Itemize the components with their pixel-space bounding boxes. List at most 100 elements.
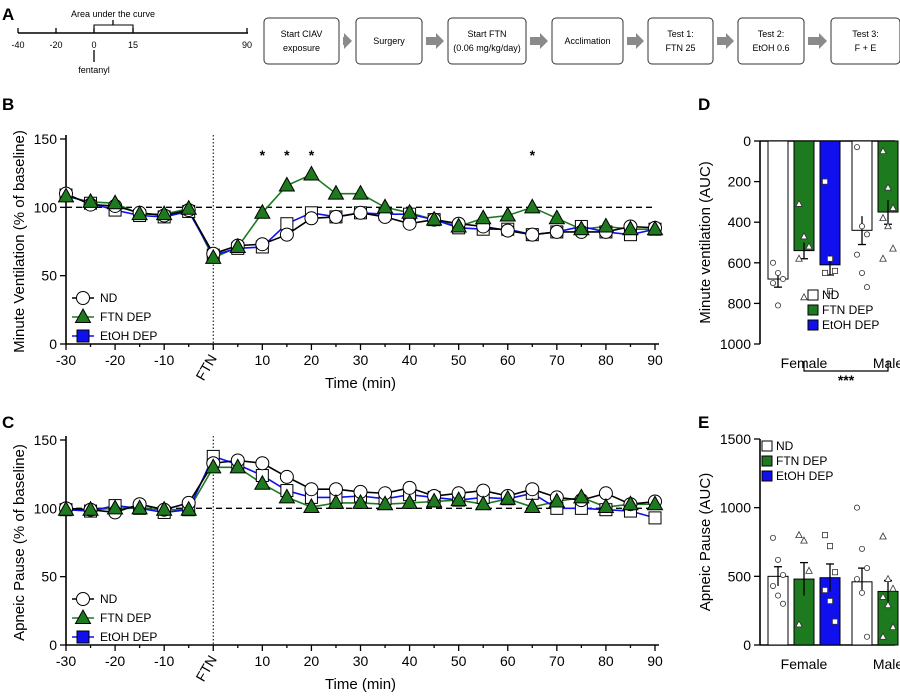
data-point	[780, 276, 787, 283]
protocol-step-label: FTN 25	[665, 43, 695, 53]
x-tick-label: -20	[105, 352, 125, 368]
data-point	[780, 571, 787, 578]
data-point	[822, 532, 829, 539]
data-point	[57, 500, 75, 516]
data-point	[402, 480, 417, 495]
auc-label: Area under the curve	[71, 9, 155, 19]
x-tick-label: -10	[154, 653, 174, 669]
significance-mark: ***	[838, 372, 855, 388]
x-tick-label: 60	[500, 653, 516, 669]
y-axis-label: Apneic Pause (% of baseline)	[11, 444, 28, 641]
data-point	[864, 284, 871, 291]
x-tick-label: 90	[647, 653, 663, 669]
y-tick-label: 500	[728, 568, 752, 584]
data-point	[303, 165, 320, 181]
y-tick-label: 1500	[720, 431, 751, 447]
legend-label: FTN DEP	[100, 611, 151, 625]
data-point	[884, 183, 892, 191]
data-point	[180, 199, 198, 215]
data-point	[253, 474, 271, 490]
timeline-tick-label: -20	[49, 40, 62, 50]
protocol-arrow	[627, 33, 644, 49]
protocol-arrow	[343, 33, 352, 49]
data-point	[598, 486, 613, 501]
data-point	[255, 456, 270, 471]
data-point	[76, 329, 90, 343]
x-tick-label: 50	[451, 352, 467, 368]
timeline-tick-label: -40	[11, 40, 24, 50]
protocol-step-box	[647, 17, 714, 65]
data-point	[82, 192, 99, 208]
chart-apneic-pause-auc: 0 500 1000 1500 Apneic Pause (AUC) Female Male…	[697, 431, 900, 672]
fentanyl-label: fentanyl	[78, 65, 110, 75]
x-axis-label: Time (min)	[325, 375, 396, 392]
data-point	[889, 584, 897, 592]
data-point	[525, 482, 540, 497]
panel-e-letter: E	[698, 413, 709, 432]
data-point	[549, 224, 564, 239]
y-axis-label: Minute Ventilation (% of baseline)	[11, 130, 28, 353]
data-point	[278, 488, 296, 504]
data-point	[204, 248, 222, 264]
data-point	[376, 495, 394, 511]
chart-minute-ventilation: 0 50 100 150 -30 -20 -10 FTN 10 20 30 40 50 60 70 80 90 T…	[11, 130, 664, 392]
data-point	[425, 210, 443, 226]
x-tick-label: 70	[549, 352, 565, 368]
data-point	[864, 565, 871, 572]
y-tick-label: 1000	[720, 500, 751, 516]
data-point	[597, 497, 615, 513]
data-point	[864, 633, 871, 640]
data-point	[859, 223, 866, 230]
data-point	[800, 292, 808, 301]
data-point	[770, 582, 777, 589]
data-point	[328, 209, 343, 224]
data-point	[401, 493, 418, 509]
x-tick-label: FTN	[192, 352, 219, 384]
protocol-step-label: Start FTN	[467, 29, 506, 39]
x-tick-label: FTN	[192, 653, 219, 685]
x-tick-label: -30	[56, 653, 76, 669]
y-tick-label: 0	[743, 637, 751, 653]
y-tick-label: 400	[728, 214, 752, 230]
x-tick-label: -10	[154, 352, 174, 368]
data-point	[648, 511, 662, 525]
auc-bracket	[93, 24, 134, 33]
y-axis-label: Minute ventilation (AUC)	[697, 161, 714, 324]
data-point	[822, 587, 829, 594]
data-point	[229, 237, 247, 253]
data-point	[780, 600, 787, 607]
data-point	[304, 211, 319, 226]
protocol-step-label: Start CIAV	[281, 29, 323, 39]
data-point	[376, 198, 394, 214]
protocol-step-label: (0.06 mg/kg/day)	[453, 43, 521, 53]
data-point	[805, 242, 813, 250]
protocol-step-label: exposure	[283, 43, 320, 53]
data-point	[106, 194, 124, 210]
data-point	[889, 244, 897, 252]
data-point	[279, 227, 294, 242]
data-point	[327, 184, 345, 200]
y-axis-label: Apneic Pause (AUC)	[697, 473, 714, 611]
legend-swatch	[761, 470, 773, 482]
y-tick-label: 0	[49, 637, 57, 653]
x-tick-label: 30	[353, 352, 369, 368]
legend-label: EtOH DEP	[100, 329, 157, 343]
y-tick-label: 800	[728, 295, 752, 311]
data-point	[854, 251, 861, 258]
significance-mark: *	[260, 147, 266, 163]
data-point	[879, 532, 887, 540]
data-point	[795, 620, 803, 628]
data-point	[879, 632, 887, 640]
data-point	[864, 231, 871, 238]
y-tick-label: 50	[41, 268, 57, 284]
data-point	[795, 199, 803, 207]
data-point	[76, 291, 90, 305]
x-tick-label: 80	[598, 653, 614, 669]
data-point	[304, 482, 319, 497]
data-point	[155, 500, 173, 516]
data-point	[573, 220, 590, 236]
legend-label: ND	[100, 291, 118, 305]
chart-apneic-pause: 0 50 100 150 -30 -20 -10 FTN 10 20 30 40 50 60 70 80 90 T…	[11, 432, 664, 693]
protocol-step-label: EtOH 0.6	[752, 43, 789, 53]
